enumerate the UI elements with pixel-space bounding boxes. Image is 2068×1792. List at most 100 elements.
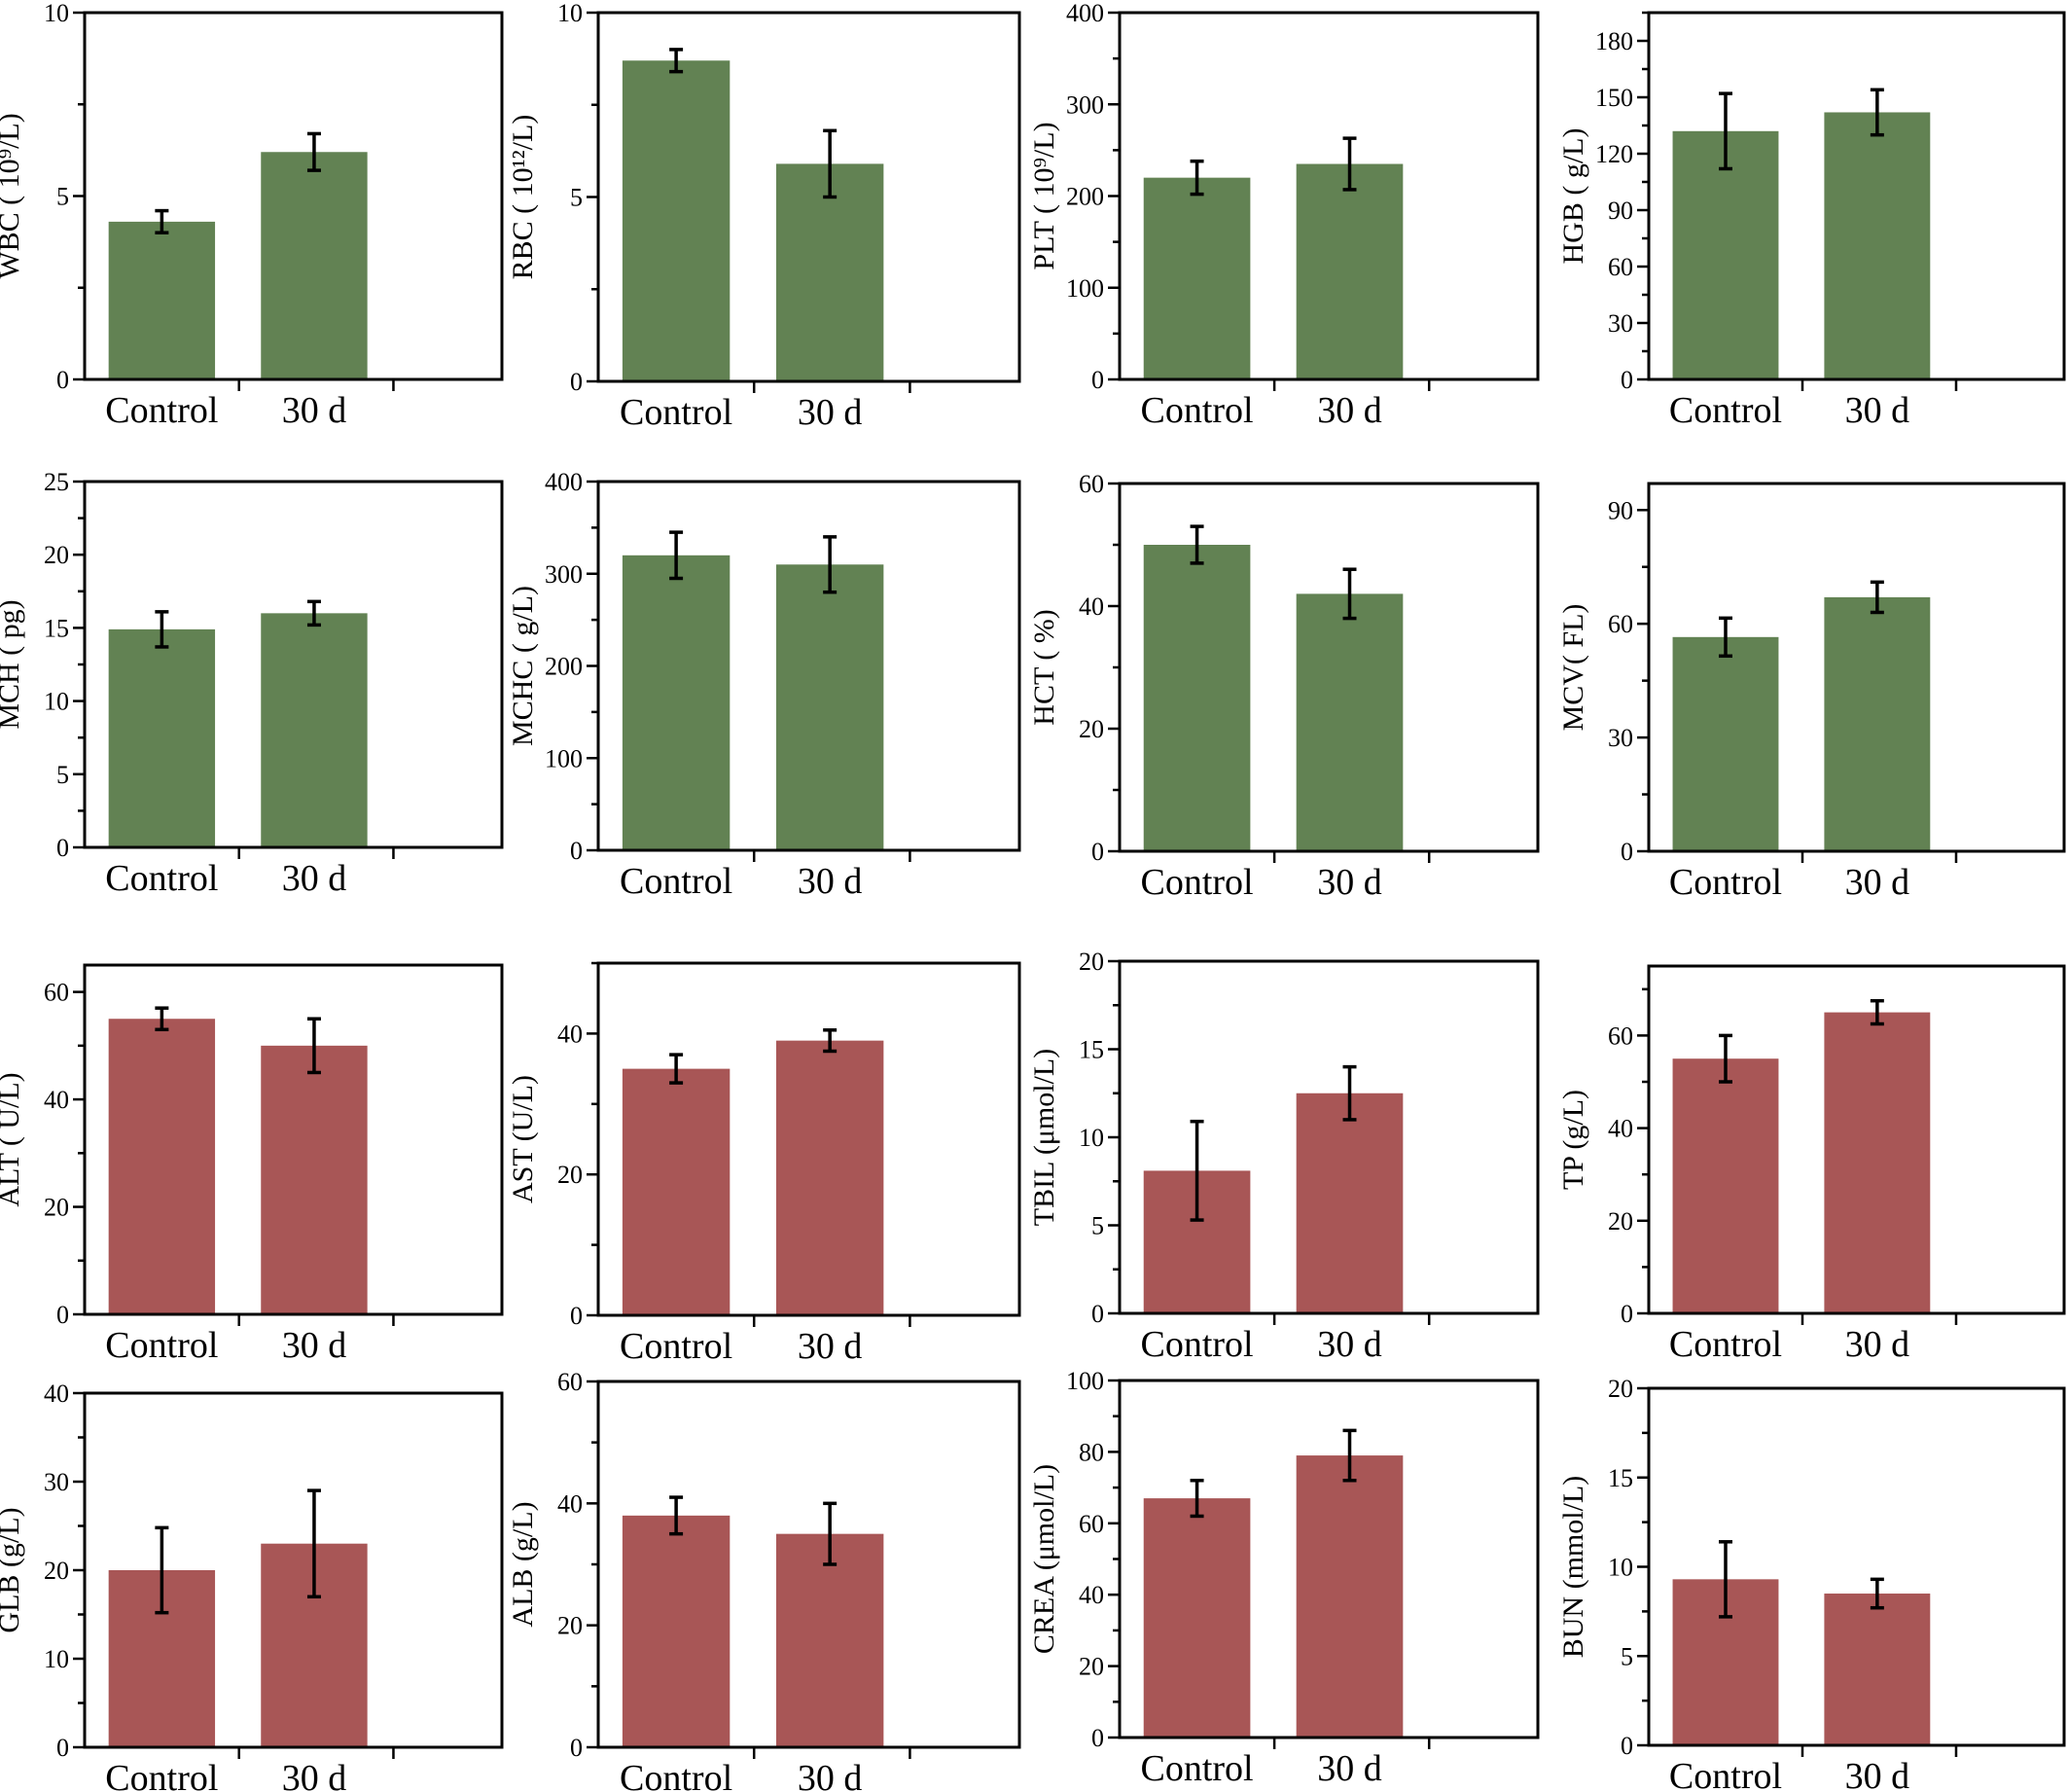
x-tick-label: Control	[620, 1758, 732, 1792]
y-axis-label: RBC ( 10¹²/L)	[507, 115, 539, 280]
y-tick-label: 5	[1091, 1212, 1104, 1240]
x-tick-label: 30 d	[1317, 1748, 1382, 1789]
y-tick-label: 60	[1079, 1510, 1104, 1538]
y-tick-label: 30	[1608, 724, 1633, 752]
y-tick-label: 5	[56, 183, 69, 211]
y-tick-label: 15	[1079, 1036, 1104, 1064]
y-axis-label: GLB (g/L)	[0, 1507, 25, 1632]
bar	[775, 1533, 884, 1747]
y-tick-label: 180	[1595, 27, 1633, 55]
bar	[775, 1040, 884, 1315]
chart-panel: Control 30 d 0 100 200 300 400 MCHC ( g/L)	[507, 468, 1021, 902]
y-tick-label: 15	[44, 614, 69, 642]
y-tick-label: 40	[1079, 592, 1104, 621]
y-tick-label: 300	[545, 560, 583, 589]
bar	[1296, 593, 1404, 851]
y-tick-label: 20	[1608, 1207, 1633, 1236]
x-tick-label: 30 d	[1845, 1756, 1910, 1792]
y-tick-label: 60	[44, 979, 69, 1007]
chart-panel: Control 30 d 0 5 10 15 20 TBIL (μmol/L)	[1028, 948, 1540, 1365]
bar	[1824, 1012, 1931, 1313]
y-tick-label: 5	[56, 761, 69, 789]
y-tick-label: 0	[1091, 1300, 1104, 1328]
chart-panel: Control 30 d 0 5 10 RBC ( 10¹²/L)	[507, 0, 1021, 433]
y-tick-label: 80	[1079, 1438, 1104, 1466]
y-tick-label: 0	[1091, 1724, 1104, 1752]
x-tick-label: 30 d	[282, 1758, 347, 1792]
x-tick-label: Control	[105, 390, 218, 431]
y-tick-label: 100	[545, 744, 583, 772]
x-tick-label: 30 d	[1845, 1324, 1910, 1365]
y-tick-label: 400	[1066, 0, 1104, 27]
y-axis-label: BUN (mmol/L)	[1557, 1476, 1589, 1659]
y-axis-label: MCHC ( g/L)	[507, 586, 539, 746]
y-tick-label: 60	[1608, 1021, 1633, 1050]
y-tick-label: 25	[44, 468, 69, 496]
x-tick-label: Control	[1140, 1324, 1253, 1365]
bar	[1824, 1594, 1931, 1745]
y-tick-label: 5	[1621, 1642, 1633, 1670]
x-tick-label: Control	[1669, 1756, 1782, 1792]
bar	[1824, 112, 1931, 379]
axis-frame	[1647, 964, 2066, 1315]
y-tick-label: 100	[1066, 1367, 1104, 1395]
bar	[1672, 1058, 1779, 1313]
y-tick-label: 40	[1079, 1581, 1104, 1609]
axis-frame	[83, 963, 504, 1316]
x-tick-label: Control	[1669, 862, 1782, 903]
y-tick-label: 0	[1621, 366, 1633, 394]
x-tick-label: Control	[105, 1758, 218, 1792]
axis-frame	[1647, 11, 2066, 381]
y-axis-label: WBC ( 10⁹/L)	[0, 113, 25, 278]
bar	[622, 60, 731, 382]
x-tick-label: Control	[1140, 390, 1253, 431]
bar	[622, 1068, 731, 1315]
chart-panel: Control 30 d 0 20 40 60 ALB (g/L)	[507, 1368, 1021, 1792]
y-tick-label: 90	[1608, 496, 1633, 524]
y-tick-label: 20	[1079, 715, 1104, 743]
y-tick-label: 0	[56, 834, 69, 862]
x-tick-label: 30 d	[798, 392, 863, 433]
y-tick-label: 200	[1066, 183, 1104, 211]
y-tick-label: 10	[1608, 1554, 1633, 1582]
y-axis-label: ALB (g/L)	[507, 1501, 539, 1627]
x-tick-label: Control	[620, 392, 732, 433]
y-tick-label: 40	[1608, 1115, 1633, 1143]
y-axis-label: AST (U/L)	[507, 1075, 539, 1203]
bar	[1824, 596, 1931, 851]
y-tick-label: 20	[44, 541, 69, 569]
x-tick-label: Control	[1669, 1324, 1782, 1365]
y-tick-label: 20	[1079, 1653, 1104, 1681]
y-tick-label: 0	[56, 1734, 69, 1762]
y-tick-label: 60	[1608, 253, 1633, 281]
x-tick-label: 30 d	[798, 861, 863, 902]
bar	[1672, 130, 1779, 379]
chart-panel: Control 30 d 0 20 40 60 80 100 CREA (μmol/L)	[1028, 1367, 1540, 1789]
y-tick-label: 0	[570, 1302, 583, 1330]
y-axis-label: MCH ( pg)	[0, 599, 25, 729]
y-tick-label: 20	[557, 1612, 583, 1640]
y-tick-label: 100	[1066, 274, 1104, 303]
y-tick-label: 0	[570, 837, 583, 865]
y-tick-label: 10	[44, 688, 69, 716]
y-tick-label: 30	[1608, 309, 1633, 338]
y-tick-label: 60	[557, 1368, 583, 1396]
x-tick-label: 30 d	[282, 858, 347, 899]
x-tick-label: 30 d	[1317, 390, 1382, 431]
y-tick-label: 120	[1595, 140, 1633, 168]
bar	[775, 564, 884, 850]
y-tick-label: 5	[570, 184, 583, 212]
y-axis-label: CREA (μmol/L)	[1028, 1464, 1060, 1654]
y-tick-label: 40	[557, 1020, 583, 1048]
y-tick-label: 150	[1595, 84, 1633, 112]
y-tick-label: 20	[557, 1161, 583, 1189]
bar	[1296, 1093, 1404, 1313]
x-tick-label: Control	[1669, 390, 1782, 431]
x-tick-label: 30 d	[282, 1325, 347, 1366]
bar	[261, 613, 368, 847]
bar	[1143, 1498, 1251, 1738]
y-tick-label: 20	[44, 1194, 69, 1222]
chart-panel: Control 30 d 0 5 10 15 20 BUN (mmol/L)	[1557, 1375, 2066, 1792]
bar	[261, 1045, 368, 1314]
axis-frame	[596, 961, 1021, 1317]
